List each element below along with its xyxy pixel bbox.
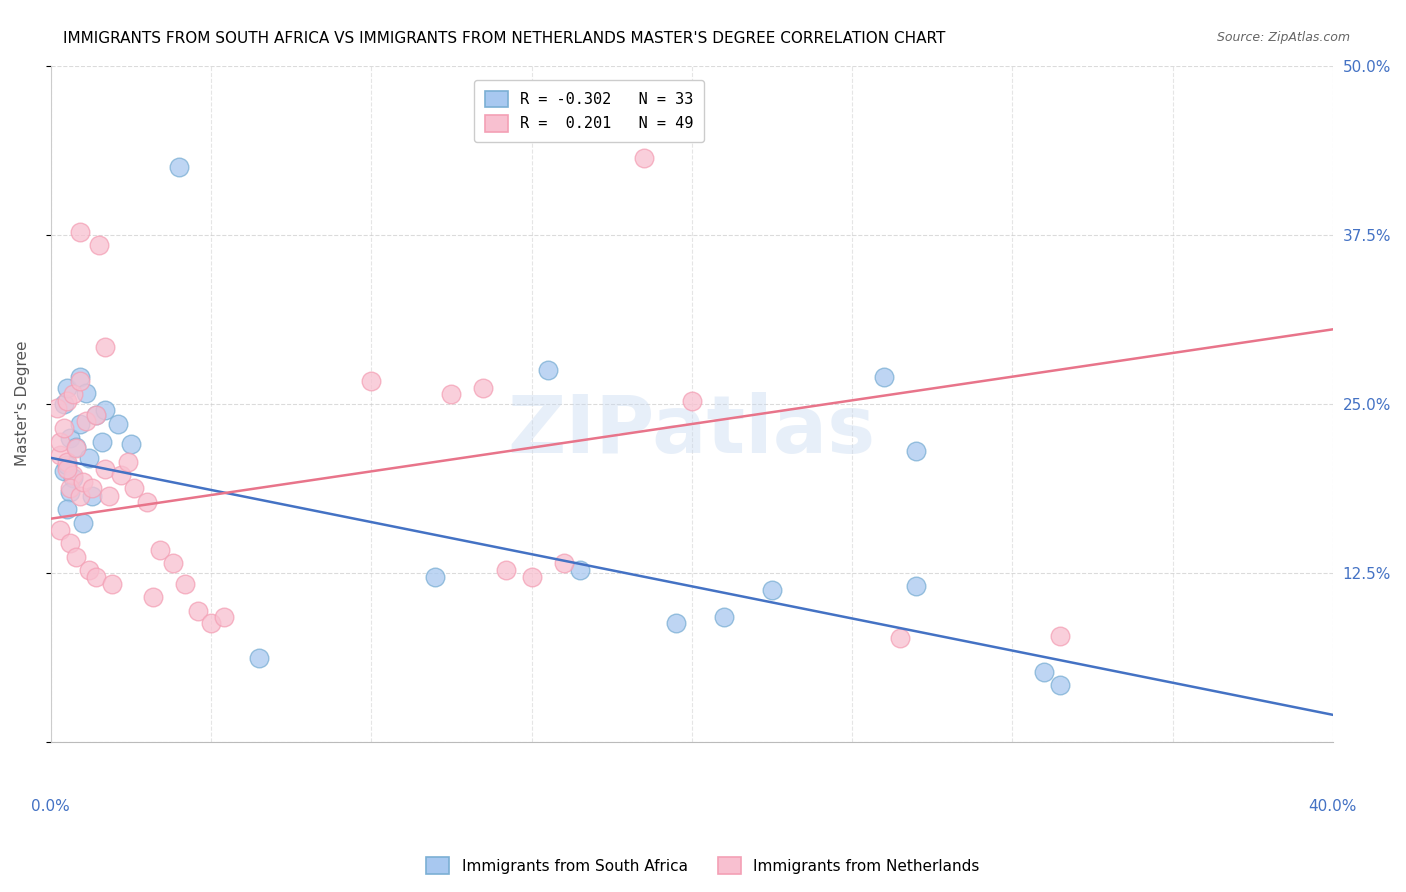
Point: [65, 442, 87, 456]
Point: [187, 604, 209, 618]
Point: [75, 385, 97, 400]
Point: [49, 523, 72, 537]
Point: [94, 340, 117, 354]
Point: [440, 387, 463, 401]
Point: [149, 542, 172, 557]
Point: [200, 615, 222, 630]
Legend: R = -0.302   N = 33, R =  0.201   N = 49: R = -0.302 N = 33, R = 0.201 N = 49: [474, 80, 704, 143]
Point: [72, 516, 94, 530]
Point: [536, 363, 558, 377]
Point: [633, 151, 655, 165]
Point: [69, 225, 91, 239]
Point: [122, 481, 145, 495]
Text: 0.0%: 0.0%: [31, 798, 70, 814]
Point: [56, 458, 79, 472]
Point: [84, 408, 107, 422]
Text: IMMIGRANTS FROM SOUTH AFRICA VS IMMIGRANTS FROM NETHERLANDS MASTER'S DEGREE CORR: IMMIGRANTS FROM SOUTH AFRICA VS IMMIGRAN…: [63, 31, 946, 46]
Point: [59, 481, 82, 495]
Point: [69, 489, 91, 503]
Point: [65, 549, 87, 564]
Point: [49, 434, 72, 449]
Point: [1049, 678, 1071, 692]
Point: [1033, 665, 1056, 679]
Point: [94, 461, 117, 475]
Point: [56, 502, 79, 516]
Point: [62, 471, 84, 485]
Point: [94, 403, 117, 417]
Point: [56, 455, 79, 469]
Point: [52, 397, 75, 411]
Point: [905, 444, 928, 458]
Point: [52, 421, 75, 435]
Point: [59, 536, 82, 550]
Legend: Immigrants from South Africa, Immigrants from Netherlands: Immigrants from South Africa, Immigrants…: [420, 851, 986, 880]
Point: [52, 464, 75, 478]
Point: [889, 631, 911, 645]
Point: [69, 417, 91, 431]
Point: [142, 590, 165, 604]
Point: [905, 579, 928, 593]
Point: [174, 576, 197, 591]
Point: [72, 475, 94, 490]
Point: [82, 489, 104, 503]
Point: [59, 484, 82, 499]
Point: [100, 576, 122, 591]
Point: [56, 394, 79, 409]
Point: [110, 468, 132, 483]
Point: [69, 374, 91, 388]
Point: [873, 369, 896, 384]
Point: [59, 431, 82, 445]
Point: [84, 408, 107, 422]
Point: [69, 369, 91, 384]
Point: [46, 401, 69, 415]
Point: [553, 557, 575, 571]
Point: [82, 481, 104, 495]
Point: [117, 455, 139, 469]
Point: [495, 563, 517, 577]
Text: ZIPatlas: ZIPatlas: [508, 392, 876, 470]
Point: [681, 394, 703, 409]
Point: [62, 468, 84, 483]
Point: [360, 374, 382, 388]
Point: [91, 434, 114, 449]
Point: [107, 417, 129, 431]
Text: 40.0%: 40.0%: [1309, 798, 1357, 814]
Point: [665, 615, 688, 630]
Point: [520, 570, 543, 584]
Point: [713, 610, 735, 624]
Point: [247, 651, 270, 665]
Point: [84, 570, 107, 584]
Point: [56, 380, 79, 394]
Point: [49, 448, 72, 462]
Point: [120, 437, 142, 451]
Point: [425, 570, 447, 584]
Point: [761, 583, 783, 598]
Point: [97, 489, 120, 503]
Point: [167, 160, 190, 174]
Point: [472, 380, 495, 394]
Point: [1049, 629, 1071, 643]
Point: [212, 610, 235, 624]
Point: [75, 414, 97, 428]
Point: [568, 563, 591, 577]
Text: Source: ZipAtlas.com: Source: ZipAtlas.com: [1216, 31, 1350, 45]
Point: [62, 387, 84, 401]
Point: [56, 461, 79, 475]
Y-axis label: Master's Degree: Master's Degree: [15, 341, 30, 467]
Point: [162, 557, 184, 571]
Point: [87, 238, 110, 252]
Point: [79, 450, 101, 465]
Point: [136, 495, 159, 509]
Point: [65, 440, 87, 454]
Point: [79, 563, 101, 577]
